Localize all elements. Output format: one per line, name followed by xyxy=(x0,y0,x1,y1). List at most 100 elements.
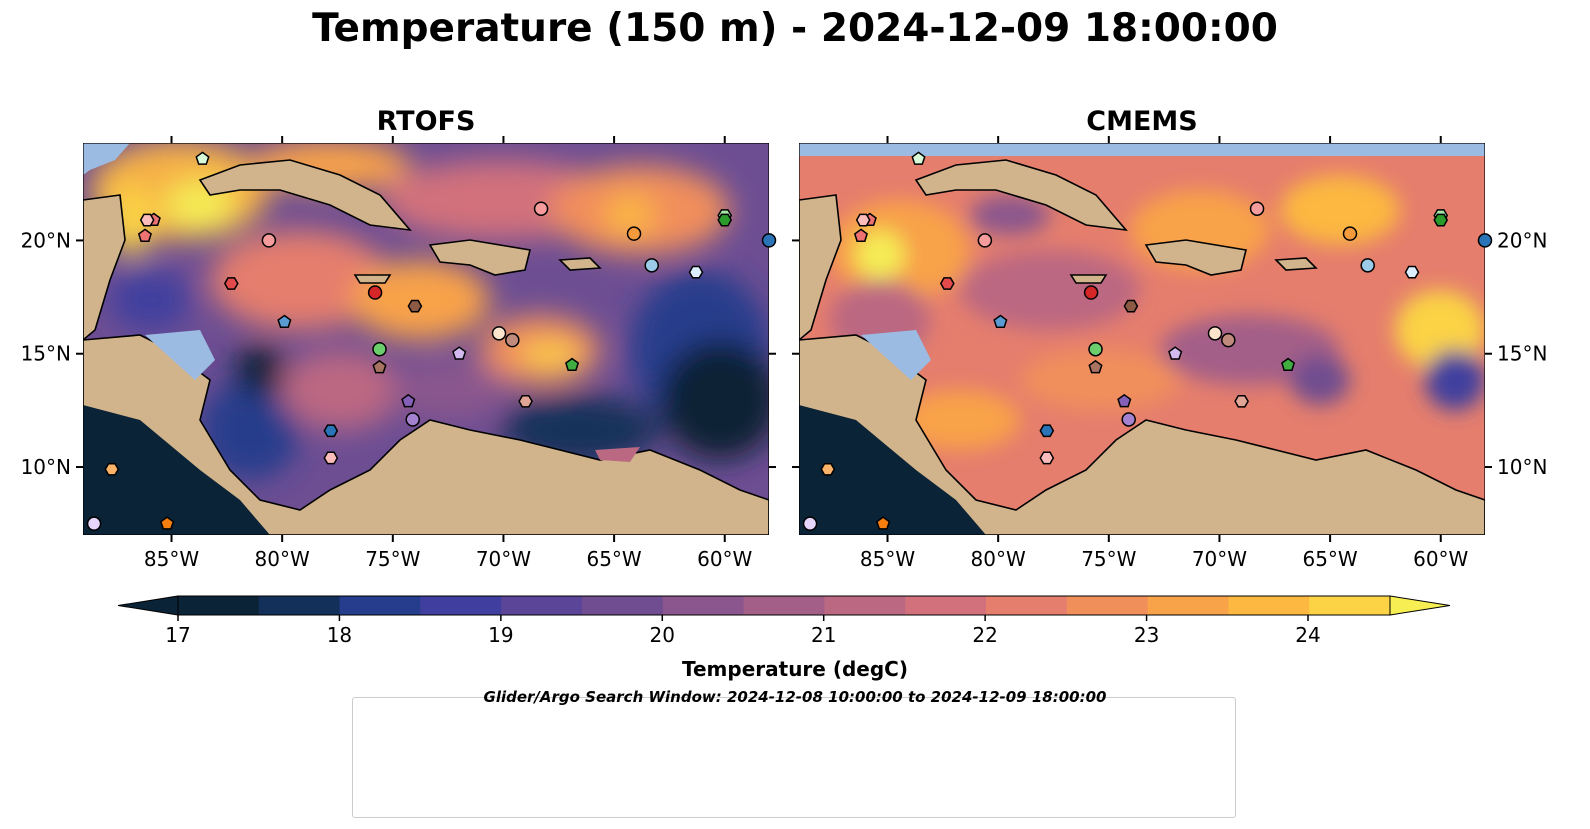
x-tick-label: 70°W xyxy=(476,547,531,571)
y-tick-label: 10°N xyxy=(1497,455,1547,479)
float-marker-4903558 xyxy=(1083,285,1099,300)
colorbar-tick-label: 24 xyxy=(1295,623,1320,647)
colorbar-segment xyxy=(824,596,906,615)
float-marker-4903559 xyxy=(223,277,239,290)
x-tick-label: 85°W xyxy=(860,547,915,571)
rtofs-temperature-field xyxy=(90,143,769,480)
cmems-panel xyxy=(799,143,1485,535)
x-tick-label: 70°W xyxy=(1192,547,1247,571)
float-marker-4903276 xyxy=(1207,326,1223,341)
float-marker-4903767 xyxy=(405,412,420,427)
colorbar-segment xyxy=(905,596,987,615)
colorbar-frame xyxy=(177,595,1391,616)
colorbar-segment xyxy=(1309,596,1391,615)
y-tick-label: 20°N xyxy=(1497,228,1547,252)
float-marker-1902522 xyxy=(323,424,339,438)
colorbar-label: Temperature (degC) xyxy=(682,657,908,681)
x-tick-label: 75°W xyxy=(365,547,420,571)
float-marker-1902313 xyxy=(1477,233,1493,248)
float-marker-4903629 xyxy=(855,213,871,227)
cmems-shallow-water xyxy=(799,330,986,535)
float-marker-4903350 xyxy=(1088,341,1103,357)
float-marker-4903186 xyxy=(104,462,120,476)
y-tick-label: 20°N xyxy=(21,228,71,252)
y-tick-label: 10°N xyxy=(21,455,71,479)
float-marker-4903767 xyxy=(1121,412,1136,427)
x-tick-label: 75°W xyxy=(1081,547,1136,571)
colorbar-tick-label: 22 xyxy=(972,623,997,647)
float-marker-2903766 xyxy=(277,314,292,329)
float-marker-4902476 xyxy=(160,516,175,530)
colorbar-segment xyxy=(501,596,583,615)
colorbar-segment xyxy=(986,596,1068,615)
colorbar-segment xyxy=(1228,596,1310,615)
float-marker-2903766 xyxy=(993,314,1008,329)
float-marker-5906478 xyxy=(86,516,102,531)
colorbar-tick-label: 21 xyxy=(811,623,836,647)
float-marker-6903137 xyxy=(518,394,533,408)
float-marker-4903354 xyxy=(195,151,210,165)
colorbar-segment xyxy=(339,596,421,615)
float-marker-1902522 xyxy=(1039,424,1055,438)
float-marker-6903135 xyxy=(1088,359,1103,374)
float-marker-4903562 xyxy=(853,228,868,242)
float-marker-4903562 xyxy=(137,228,152,242)
colorbar-segment xyxy=(743,596,825,615)
colorbar-segment xyxy=(258,596,341,615)
cmems-land xyxy=(799,159,1485,535)
float-marker-4902113 xyxy=(688,265,704,279)
colorbar-segment xyxy=(178,596,260,615)
float-marker-5906437 xyxy=(1168,346,1183,360)
x-tick-label: 80°W xyxy=(255,547,310,571)
float-marker-4903354 xyxy=(911,151,926,165)
colorbar-segment xyxy=(662,596,745,615)
float-marker-4903563 xyxy=(261,233,277,248)
float-marker-6903134 xyxy=(1123,299,1139,313)
colorbar-segment xyxy=(1147,596,1229,615)
colorbar-extend-max xyxy=(1389,595,1451,616)
colorbar-tick-label: 23 xyxy=(1134,623,1159,647)
legend-box xyxy=(352,697,1236,818)
float-marker-6903134 xyxy=(407,299,423,313)
x-tick-label: 85°W xyxy=(144,547,199,571)
x-tick-label: 80°W xyxy=(971,547,1026,571)
float-marker-4903766 xyxy=(1117,393,1132,408)
float-marker-4903186 xyxy=(820,462,836,476)
float-marker-4903563 xyxy=(977,233,993,248)
float-marker-4903349 xyxy=(565,357,580,372)
float-marker-4903345 xyxy=(717,213,733,227)
axis-ticks: 85°W 80°W 75°W 70°W 65°W 60°W 20°N 15°N 10°N 85°W… xyxy=(21,136,1547,571)
colorbar-tick-label: 20 xyxy=(650,623,675,647)
float-marker-1902313 xyxy=(761,233,777,248)
float-marker-4903629 xyxy=(139,213,155,227)
float-marker-4903558 xyxy=(367,285,383,300)
float-marker-3902457 xyxy=(1360,258,1375,273)
rtofs-shallow-water xyxy=(83,143,640,535)
float-marker-5906478 xyxy=(802,516,818,531)
x-tick-label: 65°W xyxy=(1302,547,1357,571)
colorbar-segment xyxy=(420,596,502,615)
float-marker-6903137 xyxy=(1234,394,1249,408)
float-marker-4903563 xyxy=(1249,201,1265,216)
colorbar-extend-min xyxy=(117,595,179,616)
colorbar-segment xyxy=(582,596,664,615)
float-marker-4903559 xyxy=(939,277,955,290)
float-marker-4902476 xyxy=(876,516,891,530)
colorbar-tick-label: 19 xyxy=(488,623,513,647)
float-marker-4903276 xyxy=(491,326,507,341)
colorbar-segment xyxy=(1066,596,1149,615)
panel-title-cmems: CMEMS xyxy=(1086,106,1198,137)
float-marker-4903629 xyxy=(323,451,339,465)
float-marker-4903345 xyxy=(1433,213,1449,227)
float-marker-6903135 xyxy=(372,359,387,374)
x-tick-label: 60°W xyxy=(1413,547,1468,571)
colorbar-tick-label: 17 xyxy=(165,623,190,647)
colorbar: 17 18 19 20 21 22 23 24 xyxy=(117,595,1451,647)
float-marker-4903766 xyxy=(401,393,416,408)
colorbar-tick-label: 18 xyxy=(327,623,352,647)
float-marker-4903350 xyxy=(372,341,387,357)
rtofs-float-markers xyxy=(86,151,777,531)
rtofs-land xyxy=(83,159,769,535)
float-marker-6903136 xyxy=(1221,332,1236,348)
